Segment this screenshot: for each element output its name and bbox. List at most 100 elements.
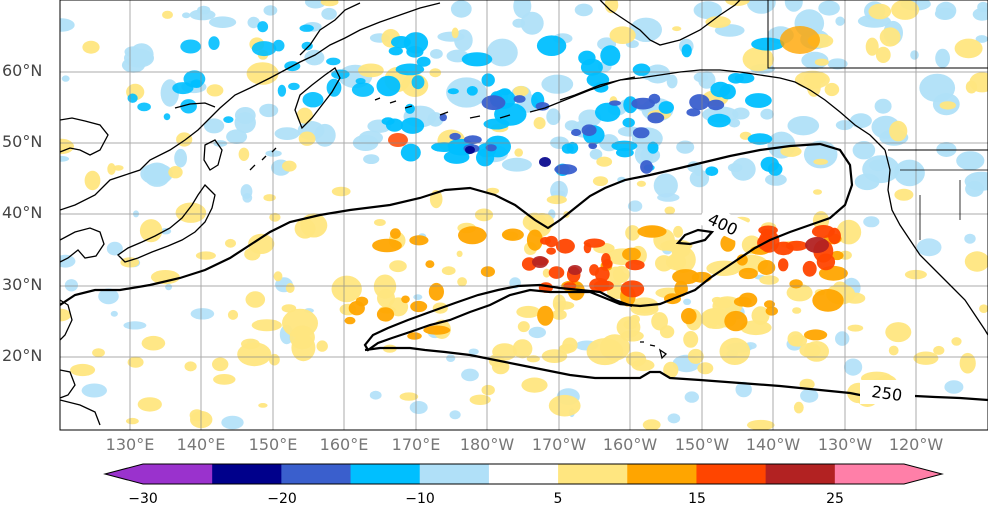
contour-250 [364,346,988,402]
anomaly-patch [622,247,641,261]
anomaly-patch [226,129,248,144]
anomaly-patch [165,283,173,291]
lon-label-160w: 160°W [602,435,658,454]
anomaly-patch [939,101,956,110]
anomaly-patch [213,374,236,385]
anomaly-patch [894,188,914,201]
kamchatka-coastline [294,67,341,130]
anomaly-patch [812,289,844,312]
anomaly-patch [724,310,748,332]
lon-label-130e: 130°E [105,435,155,454]
anomaly-patch [197,5,211,15]
anomaly-patch [351,82,375,97]
anomaly-patch [814,58,829,66]
anomaly-patch [824,82,840,97]
anomaly-patch [818,0,840,16]
anomaly-patch [428,282,444,301]
anomaly-patch [517,321,530,333]
anomaly-patch [546,108,561,125]
lon-label-150e: 150°E [248,435,298,454]
anomaly-patch [107,163,116,175]
anomaly-patch [410,300,428,313]
asia-coastline [60,2,441,211]
anomaly-patch [125,417,139,425]
anomaly-patch [60,254,76,268]
anomaly-patch [468,348,479,355]
anomaly-patch [658,101,674,114]
anomaly-patch [289,325,315,350]
anomaly-patch [640,160,653,174]
anomaly-patch [454,29,473,52]
anomaly-patch [627,200,643,212]
anomaly-patch [60,18,75,32]
anomaly-patch [935,48,950,68]
anomaly-patch [874,98,892,114]
anomaly-patch [184,361,197,372]
colorbar-extend-high [904,464,942,484]
anomaly-patch [541,349,568,363]
colorbar-tick-minus20: −20 [267,491,297,507]
anomaly-patch [160,228,172,235]
anomaly-patch [423,325,451,335]
anomaly-patch [532,256,548,268]
anomaly-patch [655,255,673,272]
colorbar-swatch [834,464,905,484]
anomaly-patch [139,219,163,243]
anomaly-patch [110,310,118,317]
colorbar-tick-minus30: −30 [128,491,158,507]
anomaly-patch [674,280,688,297]
colorbar-swatch [350,464,421,484]
anomaly-patch [516,305,541,318]
anomaly-patch [975,35,988,43]
anomaly-patch [609,26,636,44]
colorbar-swatch [627,464,698,484]
anomaly-patch [786,284,813,302]
anomaly-patch [137,102,151,112]
lon-label-170w: 170°W [531,435,587,454]
anomaly-patch [780,26,820,54]
anomaly-patch [298,131,316,146]
anomaly-patch [373,274,397,299]
height-contours [60,142,988,402]
anomaly-patch [404,103,415,114]
anomaly-patch [687,348,704,364]
anomaly-patch [844,358,863,376]
anomaly-patch [672,26,682,32]
anomaly-patch [888,345,899,356]
anomaly-patch [979,304,988,313]
anomaly-patch [889,120,908,142]
anomaly-patch [299,24,314,32]
anomaly-patch [376,75,401,97]
anomaly-patch [526,229,543,251]
anomaly-patch [247,16,260,29]
anomaly-patch [636,180,647,187]
anomaly-patch [747,419,775,430]
alaska-coastline [299,2,886,151]
anomaly-patch [92,348,105,358]
anomaly-patch [227,309,239,320]
anomaly-patch [251,319,282,332]
anomaly-patch [681,44,692,58]
anomaly-patch [390,228,401,239]
colorbar-swatch [212,464,282,484]
lon-label-180w: 180°W [459,435,515,454]
anomaly-patch [969,72,988,93]
anomaly-patch [240,184,253,199]
anomaly-patch [84,170,101,191]
anomaly-patch [180,39,201,54]
anomaly-patch [664,206,676,215]
anomaly-patch [465,146,475,154]
anomaly-patch [536,35,567,56]
anomaly-patch [738,292,758,308]
anomaly-patch [869,159,888,172]
anomaly-patch [844,292,866,304]
anomaly-patch [789,279,803,289]
anomaly-patch [800,388,819,403]
anomaly-patch [285,283,295,293]
anomaly-patch [784,0,803,12]
anomaly-patch [277,84,287,97]
anomaly-patch [163,113,171,121]
anomaly-patch [581,124,597,136]
anomaly-patch [595,102,621,122]
anomaly-patch [466,86,478,96]
